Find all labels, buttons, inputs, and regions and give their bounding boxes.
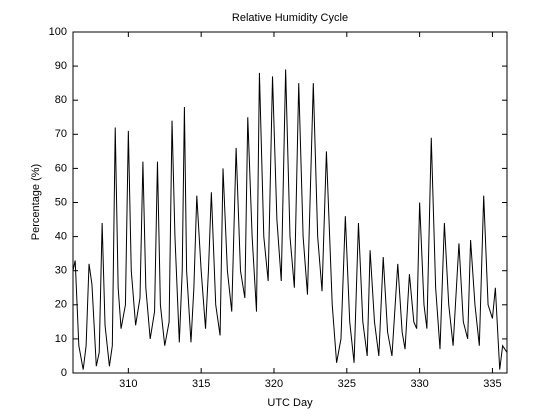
y-tick-label: 10 <box>55 333 67 345</box>
y-tick-label: 0 <box>61 367 67 379</box>
y-tick-label: 50 <box>55 196 67 208</box>
y-axis-label: Percentage (%) <box>30 164 42 240</box>
x-tick-label: 320 <box>265 378 283 390</box>
y-tick-label: 80 <box>55 94 67 106</box>
y-tick-label: 90 <box>55 60 67 72</box>
y-tick-label: 20 <box>55 299 67 311</box>
x-tick-label: 315 <box>192 378 210 390</box>
x-tick-label: 330 <box>410 378 428 390</box>
x-tick-label: 325 <box>338 378 356 390</box>
y-tick-label: 70 <box>55 128 67 140</box>
x-axis-label: UTC Day <box>267 397 313 409</box>
x-tick-label: 335 <box>483 378 501 390</box>
x-tick-label: 310 <box>119 378 137 390</box>
y-tick-label: 30 <box>55 265 67 277</box>
y-tick-label: 40 <box>55 231 67 243</box>
y-tick-label: 100 <box>49 26 67 38</box>
y-tick-label: 60 <box>55 162 67 174</box>
data-line <box>72 69 508 370</box>
chart-title: Relative Humidity Cycle <box>232 12 348 24</box>
